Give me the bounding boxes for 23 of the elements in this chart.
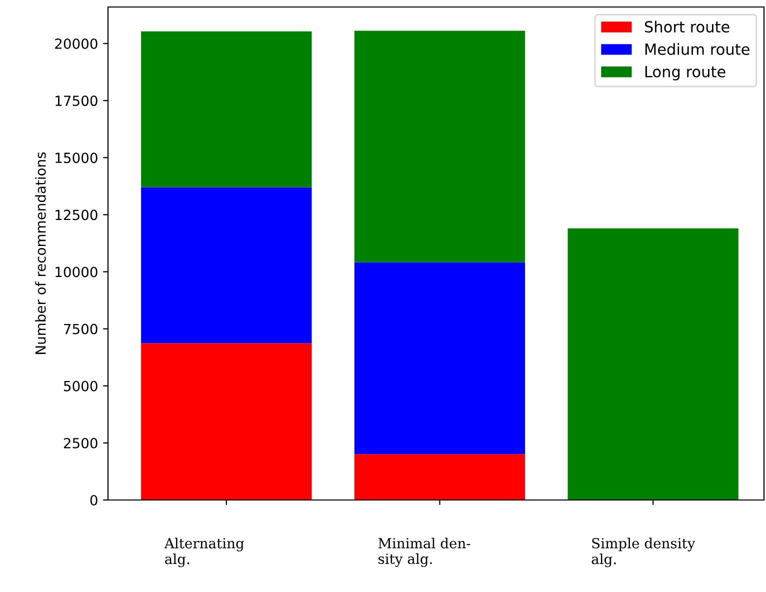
bar (354, 30, 526, 262)
y-tick-label: 5000 (64, 380, 98, 392)
legend-label: Medium route (645, 43, 750, 55)
y-tick-label: 7500 (64, 324, 98, 334)
y-tick-label: 17500 (56, 96, 98, 106)
bar (568, 228, 738, 500)
legend-label: Long route (645, 66, 726, 80)
y-tick-label: 2500 (64, 438, 98, 448)
x-tick-label: Alternating alg. (164, 538, 244, 568)
y-tick-label: 10000 (56, 266, 98, 278)
y-tick-label: 12500 (56, 210, 98, 220)
bar (141, 343, 312, 500)
y-tick-label: 0 (90, 494, 98, 506)
y-axis-title: Number of recommendations (35, 152, 46, 354)
bar (354, 454, 526, 500)
bar (141, 31, 312, 188)
y-tick-label: 15000 (56, 152, 98, 164)
x-tick-label: Minimal den- sity alg. (378, 538, 470, 567)
y-tick-label: 20000 (55, 38, 98, 49)
bar (354, 262, 526, 454)
bar (141, 187, 312, 344)
legend-label: Short route (644, 20, 730, 33)
x-tick-label: Simple density alg. (592, 538, 696, 568)
